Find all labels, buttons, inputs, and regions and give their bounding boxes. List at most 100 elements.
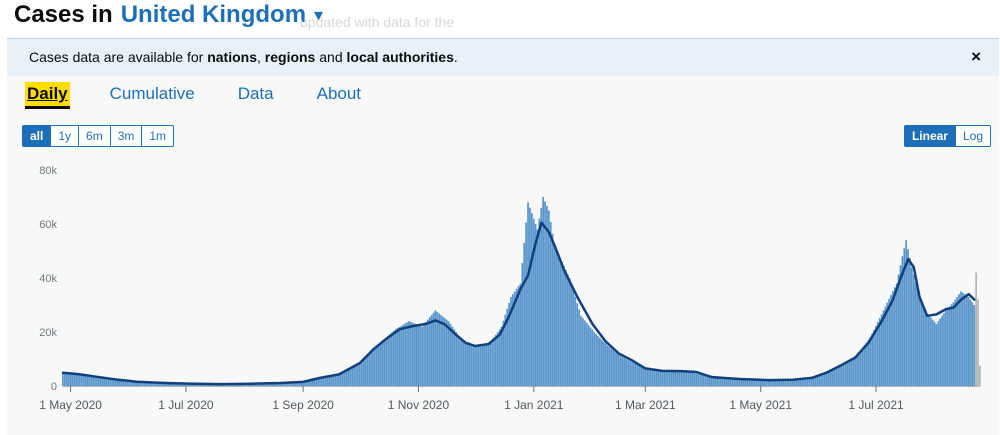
daily-bar (183, 383, 185, 386)
x-tick-label: 1 Jul 2020 (158, 398, 214, 412)
daily-bar (173, 383, 176, 386)
daily-bar (319, 377, 321, 386)
daily-bar (360, 362, 363, 386)
daily-bar (86, 375, 89, 386)
daily-bar (487, 345, 490, 386)
daily-bar (313, 378, 316, 386)
range-all-button[interactable]: all (23, 126, 52, 146)
daily-bar (302, 381, 304, 386)
daily-bar (181, 383, 183, 386)
daily-bar (445, 319, 448, 386)
daily-bar (79, 374, 81, 386)
daily-bar (600, 339, 603, 386)
daily-bar (296, 382, 299, 386)
daily-bar (837, 367, 839, 386)
daily-bar (841, 365, 843, 386)
daily-bar (483, 345, 486, 386)
daily-bar (143, 382, 146, 386)
daily-bar (606, 345, 609, 386)
daily-bar (455, 332, 458, 386)
daily-bar (910, 267, 913, 386)
daily-bar (506, 308, 509, 386)
daily-bar (631, 362, 633, 386)
daily-bar (655, 369, 658, 386)
daily-bar (769, 379, 771, 386)
range-6m-button[interactable]: 6m (79, 126, 111, 146)
daily-bar (460, 340, 463, 386)
daily-bar (689, 372, 692, 386)
daily-bar (470, 344, 473, 386)
daily-bar (459, 337, 461, 386)
y-tick-label: 40k (39, 273, 57, 285)
daily-bar (432, 312, 435, 386)
banner-link-regions[interactable]: regions (264, 49, 316, 65)
daily-bar (806, 377, 809, 386)
chevron-down-icon[interactable]: ▾ (314, 4, 324, 25)
daily-cases-chart: 0 20k 40k 60k 80k 1 May 2020 1 Jul 2020 1 Sep 2… (39, 165, 981, 412)
tab-cumulative[interactable]: Cumulative (109, 84, 195, 103)
daily-bar (865, 342, 868, 386)
tab-data[interactable]: Data (237, 84, 274, 103)
daily-bar (926, 313, 928, 386)
daily-bar (122, 380, 125, 386)
daily-bar (457, 334, 459, 386)
daily-bar (750, 379, 752, 386)
daily-bar (912, 274, 915, 386)
daily-bar (447, 321, 450, 386)
daily-bar (476, 346, 478, 386)
daily-bar (672, 370, 675, 386)
range-1y-button[interactable]: 1y (51, 126, 80, 146)
daily-bar (564, 269, 567, 386)
daily-bar (177, 383, 180, 386)
daily-bar (305, 380, 308, 386)
daily-bar (623, 358, 626, 386)
daily-bar (109, 379, 112, 386)
daily-bar (610, 348, 613, 386)
daily-bar (697, 373, 700, 386)
scale-linear-button[interactable]: Linear (904, 126, 956, 146)
close-icon[interactable]: × (971, 47, 981, 66)
daily-bar (695, 373, 698, 386)
daily-bar (65, 373, 68, 386)
daily-bar (587, 325, 590, 386)
daily-bar (107, 378, 110, 386)
banner-link-nations[interactable]: nations (207, 49, 257, 65)
daily-bar (97, 377, 100, 386)
daily-bar (848, 360, 851, 386)
tab-about[interactable]: About (316, 84, 362, 103)
range-1m-button[interactable]: 1m (149, 129, 167, 143)
daily-bar (958, 294, 960, 386)
banner-link-local-authorities[interactable]: local authorities (346, 49, 454, 65)
daily-bar (582, 318, 584, 386)
daily-bar (812, 376, 815, 386)
daily-bar (105, 378, 108, 386)
area-selector[interactable]: United Kingdom (120, 1, 307, 28)
daily-bar (909, 258, 911, 386)
range-3m-button[interactable]: 3m (111, 126, 143, 146)
daily-bar (793, 379, 796, 386)
scale-log-button[interactable]: Log (962, 129, 983, 143)
daily-bar (682, 371, 684, 386)
daily-bar (774, 379, 777, 386)
daily-bar (381, 340, 384, 386)
daily-bar (744, 378, 747, 386)
daily-bar (103, 378, 106, 386)
daily-bar (640, 366, 643, 386)
daily-bar (409, 321, 412, 386)
daily-bar (364, 358, 367, 386)
daily-bar (495, 334, 497, 386)
daily-bar (952, 302, 955, 386)
daily-bar (415, 324, 418, 386)
daily-bar (663, 369, 666, 386)
daily-bar (324, 376, 327, 386)
daily-bar (113, 379, 115, 386)
daily-bar (780, 379, 783, 386)
daily-bar (150, 382, 153, 386)
daily-bar (544, 201, 546, 386)
daily-bar (776, 379, 779, 386)
daily-bar (691, 372, 694, 386)
daily-bar (287, 382, 289, 386)
daily-bar (650, 368, 652, 386)
tab-daily[interactable]: Daily (25, 82, 70, 106)
daily-bar (466, 342, 469, 386)
